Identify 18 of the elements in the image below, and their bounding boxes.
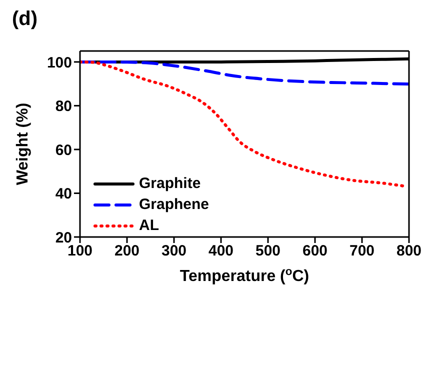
y-tick-label: 100 — [46, 54, 72, 72]
line-series — [80, 60, 409, 86]
x-tick-label: 500 — [255, 242, 281, 260]
x-axis-title: Temperature ($^{o}$C) — [180, 266, 310, 285]
x-tick-label: 400 — [208, 242, 234, 260]
y-tick-label: 80 — [55, 98, 72, 116]
legend-label: AL — [139, 217, 159, 234]
y-tick-label: 40 — [55, 186, 72, 203]
y-axis-title: Weight (%) — [14, 102, 32, 186]
legend-label: Graphene — [139, 196, 210, 213]
x-tick-label: 300 — [161, 242, 187, 260]
legend-label: Graphite — [139, 175, 201, 192]
chart-title: (d) — [12, 8, 38, 31]
x-tick-label: 600 — [302, 242, 328, 260]
y-tick-label: 60 — [55, 142, 72, 159]
x-tick-label: 200 — [114, 242, 140, 260]
x-tick-label: 800 — [396, 242, 422, 260]
x-tick-label: 700 — [349, 242, 375, 260]
